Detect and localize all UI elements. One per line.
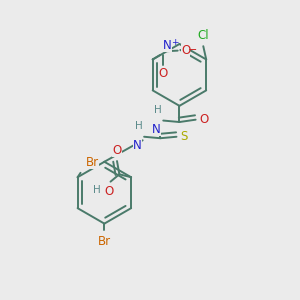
Text: H: H [154,105,162,115]
Text: Cl: Cl [197,29,209,42]
Text: H: H [93,185,101,195]
Text: N: N [152,123,161,136]
Text: N: N [133,139,142,152]
Text: H: H [135,122,143,131]
Text: Br: Br [86,156,99,169]
Text: +: + [171,38,178,47]
Text: O: O [158,68,168,80]
Text: O: O [199,113,208,126]
Text: Br: Br [98,235,111,248]
Text: O: O [104,185,114,198]
Text: O: O [181,44,190,57]
Text: O: O [112,144,122,157]
Text: N: N [163,39,172,52]
Text: S: S [180,130,188,143]
Text: −: − [188,45,197,55]
